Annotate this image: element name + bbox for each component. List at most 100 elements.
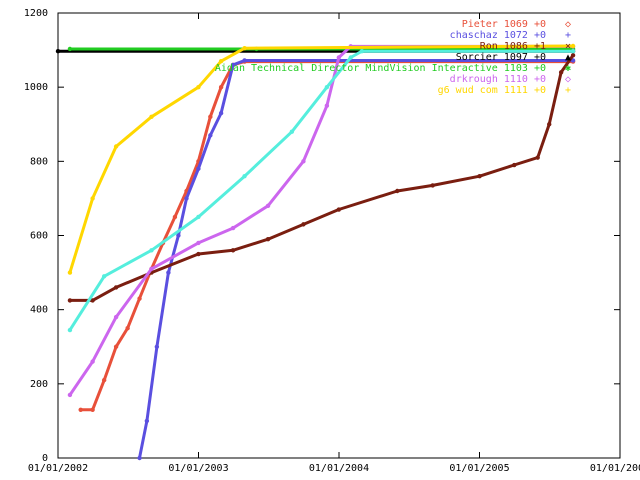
data-point [166,270,171,275]
y-tick-label: 400 [30,305,48,316]
data-point [348,55,353,60]
legend-label: Pieter 1069 +0 [462,19,546,30]
y-tick-label: 1200 [24,8,48,19]
series-line [68,44,574,274]
data-point [176,233,181,238]
data-point [512,162,517,168]
legend-marker-icon: ◇ [565,74,571,85]
data-point [242,46,247,51]
data-point [395,188,400,194]
legend-label: chaschaz 1072 +0 [450,30,546,41]
data-point [113,144,119,149]
series-6 [67,43,576,275]
series-line [68,44,574,396]
data-point [324,84,330,90]
legend-label: drkrough 1110 +0 [450,74,546,85]
series-2 [67,53,576,303]
data-point [90,407,95,412]
data-point [535,155,540,160]
data-point [289,129,295,134]
data-point [196,214,201,220]
y-tick-label: 800 [30,156,48,167]
data-point [90,298,95,303]
data-point [336,207,342,212]
data-point [196,240,201,246]
x-tick-label: 01/01/2004 [309,463,369,474]
data-point [218,110,224,116]
x-tick-label: 01/01/2003 [168,463,228,474]
data-point [149,248,154,253]
data-point [196,166,201,171]
legend-marker-icon: ✱ [565,63,571,74]
data-point [218,59,224,64]
data-point [242,173,247,179]
data-point [90,196,95,201]
x-tick-label: 01/01/2002 [28,463,88,474]
data-point [230,225,236,231]
data-point [265,203,271,209]
data-point [67,298,73,303]
data-point [154,344,160,349]
data-point [208,133,213,138]
data-point [359,48,365,54]
legend-marker-icon: × [565,41,571,52]
data-point [558,70,564,75]
data-point [570,53,576,58]
data-point [230,248,236,253]
legend-marker-icon: + [565,30,571,41]
data-point [67,392,73,398]
data-point [230,62,236,68]
data-point [125,326,130,331]
data-point [208,114,213,120]
data-point [101,274,107,279]
data-point [477,173,482,179]
data-point [90,359,95,364]
data-point [301,159,306,164]
x-tick-label: 01/01/2005 [449,463,509,474]
data-point [78,407,83,412]
series-7 [67,48,576,333]
data-point [242,58,247,63]
x-tick-label: 01/01/2006 [590,463,640,474]
data-point [336,55,342,60]
data-point [55,48,61,54]
data-point [113,314,119,320]
data-point [324,103,330,108]
data-point [570,48,576,54]
data-point [172,214,178,220]
data-point [137,296,142,301]
data-point [196,84,201,90]
data-point [149,266,154,272]
data-point [67,270,73,275]
data-point [570,43,576,49]
data-point [196,251,201,257]
data-point [547,122,552,127]
legend-marker-icon: + [565,85,571,96]
y-tick-label: 600 [30,231,48,242]
series-line [80,60,574,412]
data-point [137,455,142,461]
data-point [144,418,150,424]
series-5 [67,44,576,398]
data-point [67,46,73,52]
data-point [67,327,73,333]
legend-label: Aidan Technical Director MindVision Inte… [215,63,546,74]
legend-label: g6 wud com 1111 +0 [438,85,546,96]
y-tick-label: 0 [42,453,48,464]
legend-marker-icon: ▲ [565,52,571,63]
data-point [265,237,271,242]
data-point [113,285,119,290]
legend-marker-icon: ◇ [565,19,571,30]
series-0 [78,59,576,412]
series-line [68,49,574,331]
data-point [101,377,107,383]
y-tick-label: 200 [30,379,48,390]
data-point [113,344,119,349]
legend-label: Ron 1086 +1 [480,41,546,52]
data-point [430,183,435,188]
y-tick-label: 1000 [24,82,48,93]
legend-label: Sorcier 1097 +0 [456,52,546,63]
data-point [301,222,306,227]
data-point [218,84,224,90]
